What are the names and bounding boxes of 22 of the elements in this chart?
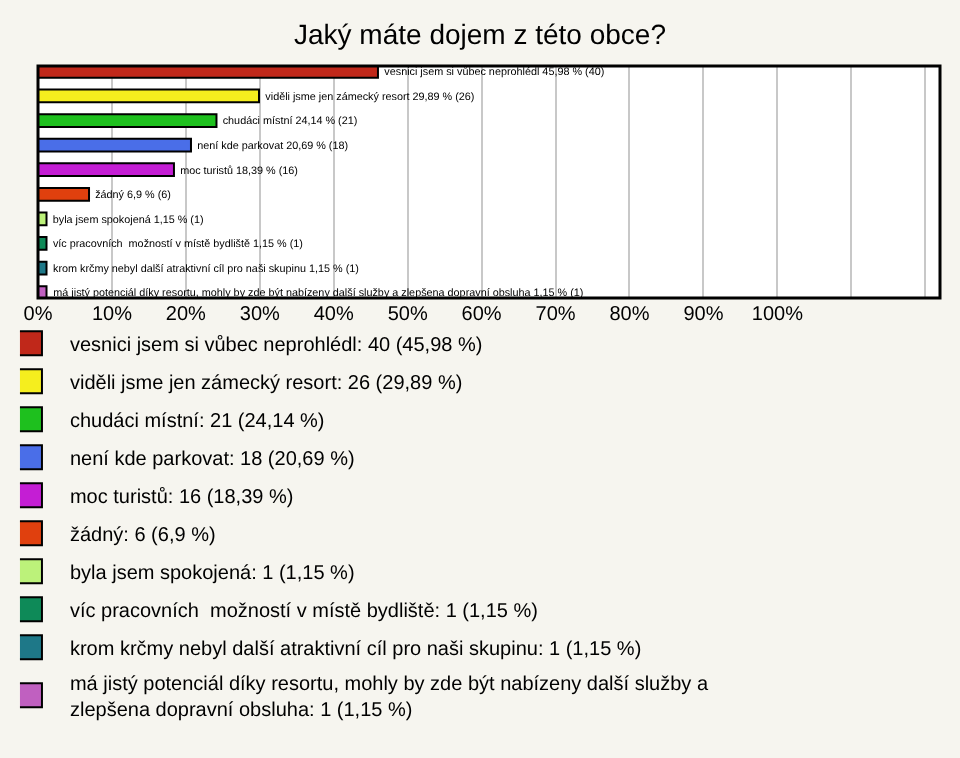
legend-label: viděli jsme jen zámecký resort: 26 (29,89 %) [69,373,463,396]
x-tick-label: 30% [239,304,281,326]
x-tick-label: 80% [609,304,650,326]
legend-label: chudáci místní: 21 (24,14 %) [69,411,325,434]
legend-label: byla jsem spokojená: 1 (1,15 %) [69,563,355,586]
legend-label: žádný: 6 (6,9 %) [69,525,216,548]
legend-label: moc turistů: 16 (18,39 %) [69,485,294,510]
x-tick-label: 70% [535,304,576,326]
x-tick-label: 20% [165,304,207,326]
legend-label: víc pracovních možností v místě bydliště: 1 (1,15 %) [69,601,538,624]
legend-label: má jistý potenciál díky resortu, mohly by zde být nabízeny další služby a zlepšena dopravní obsluha: 1 (1,15 %) [69,674,709,723]
x-tick-label: 0% [23,304,53,326]
x-tick-label: 60% [461,304,502,326]
x-tick-label: 10% [91,304,133,326]
x-tick-label: 90% [683,304,724,326]
x-tick-label: 50% [387,304,428,326]
legend-label: vesnici jsem si vůbec neprohlédl: 40 (45,98 %) [69,333,483,358]
legend-label: není kde parkovat: 18 (20,69 %) [69,449,355,472]
legend-label: krom krčmy nebyl další atraktivní cíl pro naši skupinu: 1 (1,15 %) [69,639,642,662]
x-tick-label: 40% [313,304,354,326]
chart-title: Jaký máte dojem z této obce? [294,17,667,50]
x-tick-label: 100% [751,304,804,326]
